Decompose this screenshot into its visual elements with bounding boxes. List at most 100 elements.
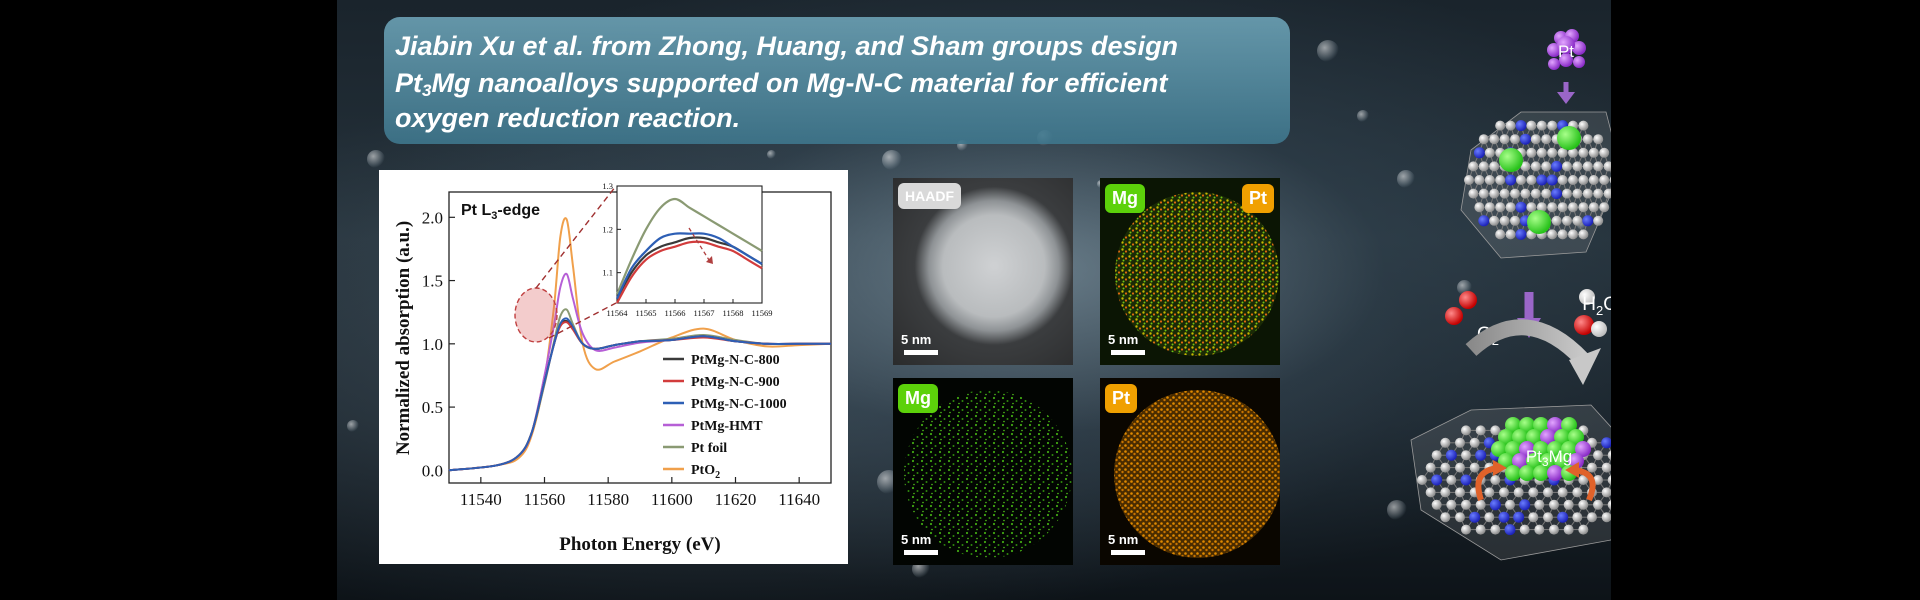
carbon-atom [1440, 512, 1451, 523]
carbon-atom [1425, 462, 1436, 473]
h2o-molecule-icon [1574, 289, 1607, 337]
pt3mg-particle [1491, 417, 1591, 481]
zoom-connector-lower [548, 302, 617, 339]
carbon-atom [1455, 462, 1465, 473]
pt3mg-on-support: Pt3Mg [1410, 404, 1611, 561]
carbon-atom [1601, 462, 1611, 473]
inset-x-tick-label: 11567 [694, 308, 715, 318]
mg-atom [1533, 465, 1549, 481]
carbon-atom [1461, 425, 1471, 436]
carbon-atom [1536, 202, 1547, 213]
carbon-atom [1593, 475, 1603, 485]
mg-atom [1561, 417, 1577, 433]
carbon-atom [1530, 161, 1541, 172]
title-subscript: 3 [422, 81, 432, 100]
carbon-atom [1455, 512, 1465, 523]
carbon-atom [1464, 175, 1474, 185]
mg-atom [1498, 429, 1514, 445]
mg-atom [1557, 126, 1581, 150]
nitrogen-atom [1515, 120, 1527, 132]
graphical-abstract: Jiabin Xu et al. from Zhong, Huang, and … [337, 0, 1611, 600]
scale-text: 5 nm [1108, 532, 1139, 547]
inset-y-tick-label: 1.2 [602, 224, 613, 234]
carbon-atom [1510, 134, 1520, 145]
x-tick-label: 11600 [651, 490, 693, 509]
inset-x-tick-label: 11568 [723, 308, 744, 318]
carbon-atom [1534, 499, 1545, 510]
mg-atom [1526, 429, 1542, 445]
carbon-atom [1513, 487, 1524, 498]
title-box: Jiabin Xu et al. from Zhong, Huang, and … [384, 17, 1290, 144]
inset-series-line [616, 232, 763, 300]
carbon-atom [1484, 147, 1495, 158]
carbon-atom [1495, 175, 1506, 185]
x-tick-label: 11640 [778, 490, 820, 509]
pt-atom [1512, 453, 1528, 469]
carbon-atom [1510, 215, 1520, 226]
legend-entry: PtMg-N-C-800 [691, 353, 780, 368]
carbon-atom [1505, 120, 1516, 131]
carbon-atom [1478, 188, 1489, 199]
carbon-atom [1562, 215, 1572, 226]
down-arrow-icon [1557, 92, 1575, 104]
mg-atom [1519, 465, 1535, 481]
carbon-atom [1578, 229, 1589, 240]
carbon-atom [1551, 215, 1562, 226]
carbon-atom [1588, 202, 1599, 213]
carbon-atom [1461, 524, 1471, 535]
carbon-atom [1505, 499, 1515, 510]
carbon-atom [1461, 499, 1471, 510]
carbon-atom [1601, 512, 1611, 523]
carbon-atom [1563, 524, 1574, 535]
carbon-atom [1490, 524, 1501, 535]
carbon-atom [1495, 202, 1506, 213]
mg-atom [1505, 465, 1521, 481]
carbon-atom [1469, 462, 1480, 473]
scale-text: 5 nm [901, 332, 932, 347]
bubble [1387, 500, 1407, 520]
carbon-atom [1562, 161, 1572, 172]
y-tick-label: 0.5 [422, 398, 443, 417]
inset-chart: 11564 11565 11566 11567 11568 11569 1.1 1.2 1.3 [602, 181, 772, 318]
carbon-atom [1578, 147, 1589, 158]
inset-series [615, 197, 763, 304]
particle-mg [904, 390, 1072, 558]
carbon-atom [1489, 161, 1500, 172]
nitrogen-atom [1498, 511, 1510, 523]
carbon-atom [1609, 176, 1611, 184]
carbon-atom [1582, 134, 1593, 145]
o2-molecule-icon [1445, 291, 1477, 325]
carbon-atom [1547, 202, 1558, 213]
inset-series-line [616, 240, 763, 304]
x-tick-label: 11540 [460, 490, 502, 509]
carbon-atom [1572, 215, 1583, 226]
carbon-atom [1520, 188, 1531, 199]
carbon-atom [1557, 487, 1568, 498]
carbon-atom [1425, 487, 1436, 498]
carbon-atom [1484, 175, 1495, 185]
carbon-atom [1526, 175, 1537, 185]
carbon-atom [1490, 475, 1501, 485]
carbon-atom [1489, 188, 1500, 199]
carbon-atom [1478, 161, 1489, 172]
bubble [1577, 220, 1587, 230]
xas-chart: 0.0 0.5 1.0 1.5 2.0 11540 11560 11580 11600 1162… [393, 181, 832, 555]
carbon-atom [1557, 229, 1568, 240]
carbon-atom [1578, 175, 1589, 185]
carbon-atom [1461, 450, 1471, 461]
series-line [448, 317, 831, 472]
carbon-atom [1530, 134, 1541, 145]
nitrogen-atom [1469, 511, 1481, 523]
carbon-atom [1563, 499, 1574, 510]
scale-bar [1111, 550, 1145, 555]
pt-atom [1540, 429, 1556, 445]
haadf-label: HAADF [898, 183, 961, 209]
xas-chart-panel: 0.0 0.5 1.0 1.5 2.0 11540 11560 11580 11600 1162… [379, 170, 848, 564]
haadf-image: HAADF 5 nm [893, 178, 1073, 365]
nitrogen-atom [1504, 524, 1516, 536]
carbon-atom [1468, 161, 1479, 172]
carbon-atom [1489, 134, 1500, 145]
nitrogen-atom [1445, 449, 1457, 461]
reaction-arrowhead [1569, 348, 1601, 385]
carbon-atom [1607, 450, 1611, 460]
